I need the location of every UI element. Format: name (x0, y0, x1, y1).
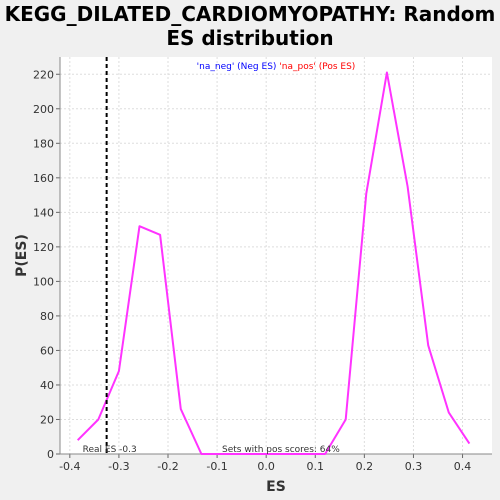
x-tick-label: -0.1 (206, 460, 227, 473)
x-tick-label: -0.4 (59, 460, 80, 473)
legend-text: 'na_neg' (Neg ES) 'na_pos' (Pos ES) (197, 62, 356, 72)
x-tick-label: 0.4 (454, 460, 472, 473)
y-tick-label: 100 (33, 275, 54, 288)
y-tick-label: 40 (40, 379, 54, 392)
x-tick-label: 0.3 (405, 460, 423, 473)
y-tick-label: 180 (33, 137, 54, 150)
legend-entry: 'na_pos' (Pos ES) (276, 62, 355, 72)
y-tick-label: 200 (33, 103, 54, 116)
y-tick-label: 160 (33, 172, 54, 185)
x-tick-label: 0.0 (257, 460, 275, 473)
y-tick-label: 220 (33, 68, 54, 81)
y-tick-label: 80 (40, 310, 54, 323)
chart-title-line1: KEGG_DILATED_CARDIOMYOPATHY: Random (4, 2, 496, 26)
real-es-label: Real ES -0.3 (83, 445, 137, 455)
x-tick-label: 0.2 (356, 460, 374, 473)
chart-title: KEGG_DILATED_CARDIOMYOPATHY: Random ES d… (0, 2, 500, 50)
x-tick-label: -0.3 (108, 460, 129, 473)
plot-area (60, 57, 492, 454)
axes: -0.4 -0.3 -0.2 -0.1 0.0 0.1 0.2 0.3 0.4 0 20 40 60 80… (33, 57, 492, 473)
y-tick-label: 60 (40, 344, 54, 357)
x-axis-label: ES (266, 479, 286, 495)
legend: 'na_neg' (Neg ES) 'na_pos' (Pos ES) (197, 62, 356, 72)
pos-scores-annotation: Sets with pos scores: 64% (222, 445, 340, 455)
es-distribution-line (76, 71, 471, 455)
real-es-layer: Real ES -0.3 (83, 57, 137, 455)
y-tick-label: 20 (40, 413, 54, 426)
legend-entry: 'na_neg' (Neg ES) (197, 62, 277, 72)
x-tick-label: -0.2 (157, 460, 178, 473)
series-layer (76, 71, 471, 455)
y-tick-label: 140 (33, 206, 54, 219)
y-tick-label: 0 (47, 448, 54, 461)
chart-title-line2: ES distribution (166, 26, 334, 50)
x-tick-label: 0.1 (307, 460, 325, 473)
y-axis-label: P(ES) (14, 234, 30, 277)
y-tick-label: 120 (33, 241, 54, 254)
